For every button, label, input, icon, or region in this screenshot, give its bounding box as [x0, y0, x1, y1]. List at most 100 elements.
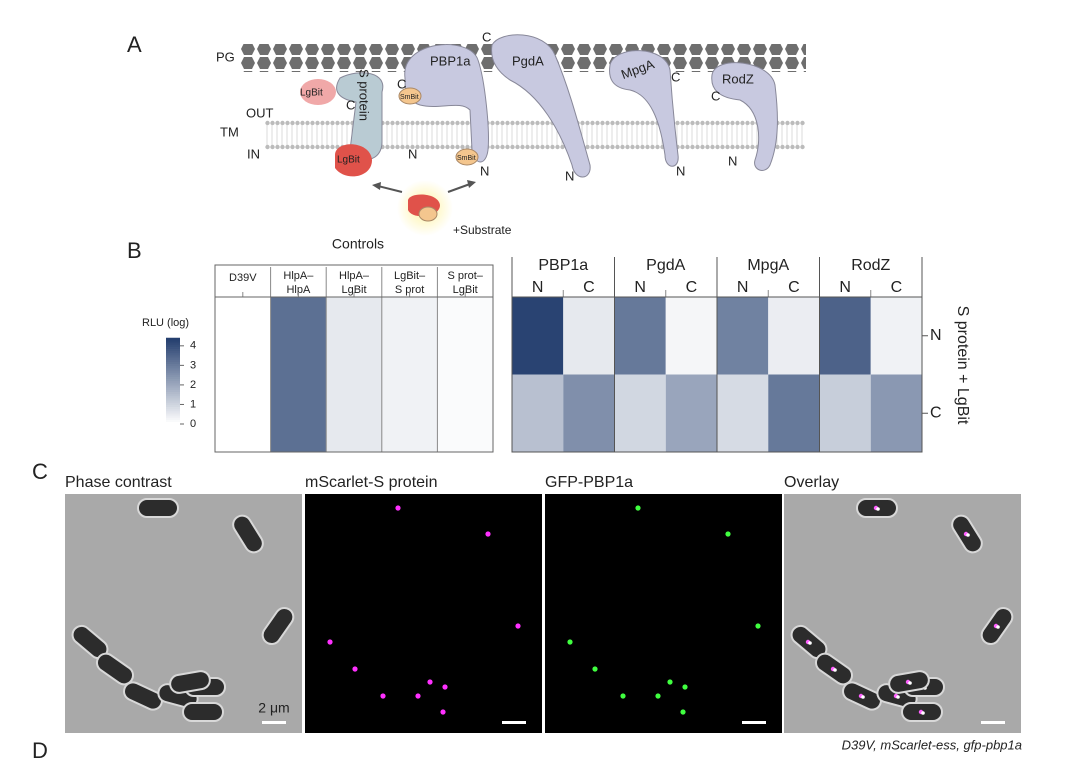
- label: +Substrate: [453, 223, 512, 237]
- smbit: [398, 87, 422, 105]
- focus: [908, 681, 912, 685]
- focus: [485, 531, 491, 537]
- scale-bar: [981, 721, 1005, 724]
- protein-label: PBP1a: [538, 257, 588, 274]
- heatmap-cell: [270, 297, 327, 452]
- label: IN: [247, 146, 260, 161]
- label: PG: [216, 49, 235, 64]
- protein-label: PgdA: [646, 257, 685, 274]
- colorbar-title: RLU (log): [142, 317, 189, 329]
- image-title: Phase contrast: [65, 474, 172, 491]
- label: C: [482, 29, 491, 44]
- column-label: D39V: [229, 272, 257, 284]
- colorbar-step: [166, 391, 180, 395]
- micrograph: [545, 494, 782, 733]
- scale-bar: [262, 721, 286, 724]
- colorbar-tick-label: 3: [190, 359, 196, 371]
- pgda: [491, 34, 591, 178]
- label: RodZ: [722, 71, 754, 86]
- cell: [137, 498, 179, 518]
- colorbar-step: [166, 389, 180, 392]
- heatmap-cell: [563, 374, 615, 452]
- label: N: [480, 163, 489, 178]
- s-protein: [336, 72, 384, 160]
- colorbar-step: [166, 404, 180, 407]
- label: PgdA: [512, 53, 544, 68]
- heatmap-cell: [512, 374, 564, 452]
- column-label: HlpA–: [283, 270, 314, 282]
- heatmap-cell: [665, 374, 717, 452]
- heatmap-cell: [381, 297, 438, 452]
- colorbar-step: [166, 419, 180, 423]
- protein-label: RodZ: [851, 257, 890, 274]
- colorbar-step: [166, 346, 180, 349]
- colorbar-step: [166, 374, 180, 377]
- label: N: [676, 163, 685, 178]
- colorbar-tick-label: 1: [190, 398, 196, 410]
- label: OUT: [246, 105, 274, 120]
- terminus-label: C: [788, 279, 800, 296]
- focus: [896, 695, 900, 699]
- arrows: [377, 183, 471, 193]
- colorbar-step: [166, 415, 180, 418]
- colorbar-step: [166, 352, 180, 356]
- micrograph: [305, 494, 542, 733]
- terminus-label: C: [583, 279, 595, 296]
- terminus-label: N: [839, 279, 851, 296]
- label: N: [728, 153, 737, 168]
- mpga: [609, 50, 679, 167]
- colorbar-step: [166, 413, 180, 416]
- focus: [620, 693, 626, 699]
- focus: [592, 666, 598, 672]
- label: C: [346, 97, 355, 112]
- panel-label: C: [32, 459, 48, 484]
- colorbar-step: [166, 393, 180, 397]
- cell: [261, 606, 295, 646]
- panel-a-art: [240, 34, 806, 236]
- label: A: [127, 32, 142, 57]
- colorbar-step: [166, 337, 180, 341]
- colorbar-step: [166, 342, 180, 345]
- lgbit-in: [335, 144, 372, 177]
- smbit: [455, 148, 479, 166]
- colorbar-step: [166, 382, 180, 386]
- label: SmBit: [457, 155, 476, 162]
- rodz: [711, 62, 778, 171]
- colorbar-step: [166, 359, 180, 362]
- focus: [515, 623, 521, 629]
- focus: [327, 639, 333, 645]
- pbp1a: [404, 44, 489, 163]
- label: SmBit: [400, 94, 419, 101]
- colorbar-step: [166, 350, 180, 354]
- focus: [442, 684, 448, 690]
- colorbar-step: [166, 370, 180, 373]
- label: TM: [220, 124, 239, 139]
- colorbar-step: [166, 380, 180, 384]
- focus: [921, 711, 925, 715]
- heatmap-cell: [563, 297, 615, 375]
- heatmap-cell: [717, 297, 769, 375]
- colorbar-step: [166, 397, 180, 401]
- label: LgBit: [300, 88, 323, 99]
- colorbar-step: [166, 361, 180, 364]
- focus: [861, 695, 865, 699]
- colorbar-step: [166, 410, 180, 414]
- cell: [95, 652, 135, 686]
- column-label: LgBit: [341, 284, 366, 296]
- colorbar-tick-label: 2: [190, 379, 196, 391]
- focus: [996, 625, 1000, 629]
- label: LgBit: [337, 155, 360, 166]
- heatmap-cell: [215, 297, 271, 452]
- colorbar-step: [166, 408, 180, 412]
- colorbar-step: [166, 387, 180, 390]
- heatmap-cell: [768, 297, 820, 375]
- label: B: [127, 238, 142, 263]
- label: C: [397, 76, 406, 91]
- colorbar-step: [166, 363, 180, 367]
- focus: [725, 531, 731, 537]
- caption: D39V, mScarlet-ess, gfp-pbp1a: [842, 737, 1022, 752]
- colorbar-step: [166, 344, 180, 347]
- label: N: [408, 146, 417, 161]
- heatmap-cell: [665, 297, 717, 375]
- label: C: [711, 88, 720, 103]
